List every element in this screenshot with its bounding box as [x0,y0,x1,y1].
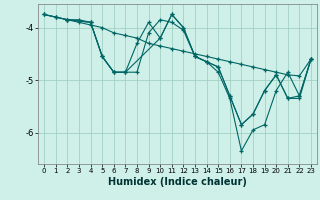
X-axis label: Humidex (Indice chaleur): Humidex (Indice chaleur) [108,177,247,187]
